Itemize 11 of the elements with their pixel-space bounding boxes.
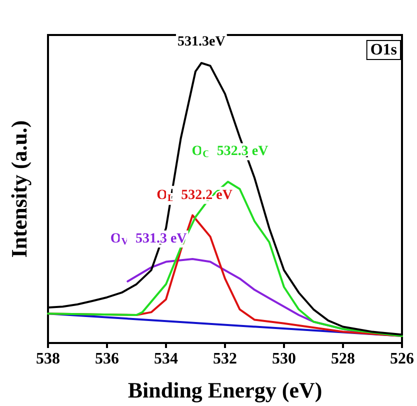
y-axis-title: Intensity (a.u.) xyxy=(6,120,32,258)
x-tick-label: 538 xyxy=(36,350,60,368)
x-tick-label: 534 xyxy=(154,350,178,368)
x-tick-label: 536 xyxy=(95,350,119,368)
x-tick-label: 530 xyxy=(272,350,296,368)
x-tick-label: 532 xyxy=(213,350,237,368)
x-axis-title: Binding Energy (eV) xyxy=(128,378,322,402)
x-tick-label: 526 xyxy=(390,350,414,368)
text: O1s xyxy=(370,42,397,58)
x-tick-label: 528 xyxy=(331,350,355,368)
annotation: 531.3eV xyxy=(177,34,226,50)
